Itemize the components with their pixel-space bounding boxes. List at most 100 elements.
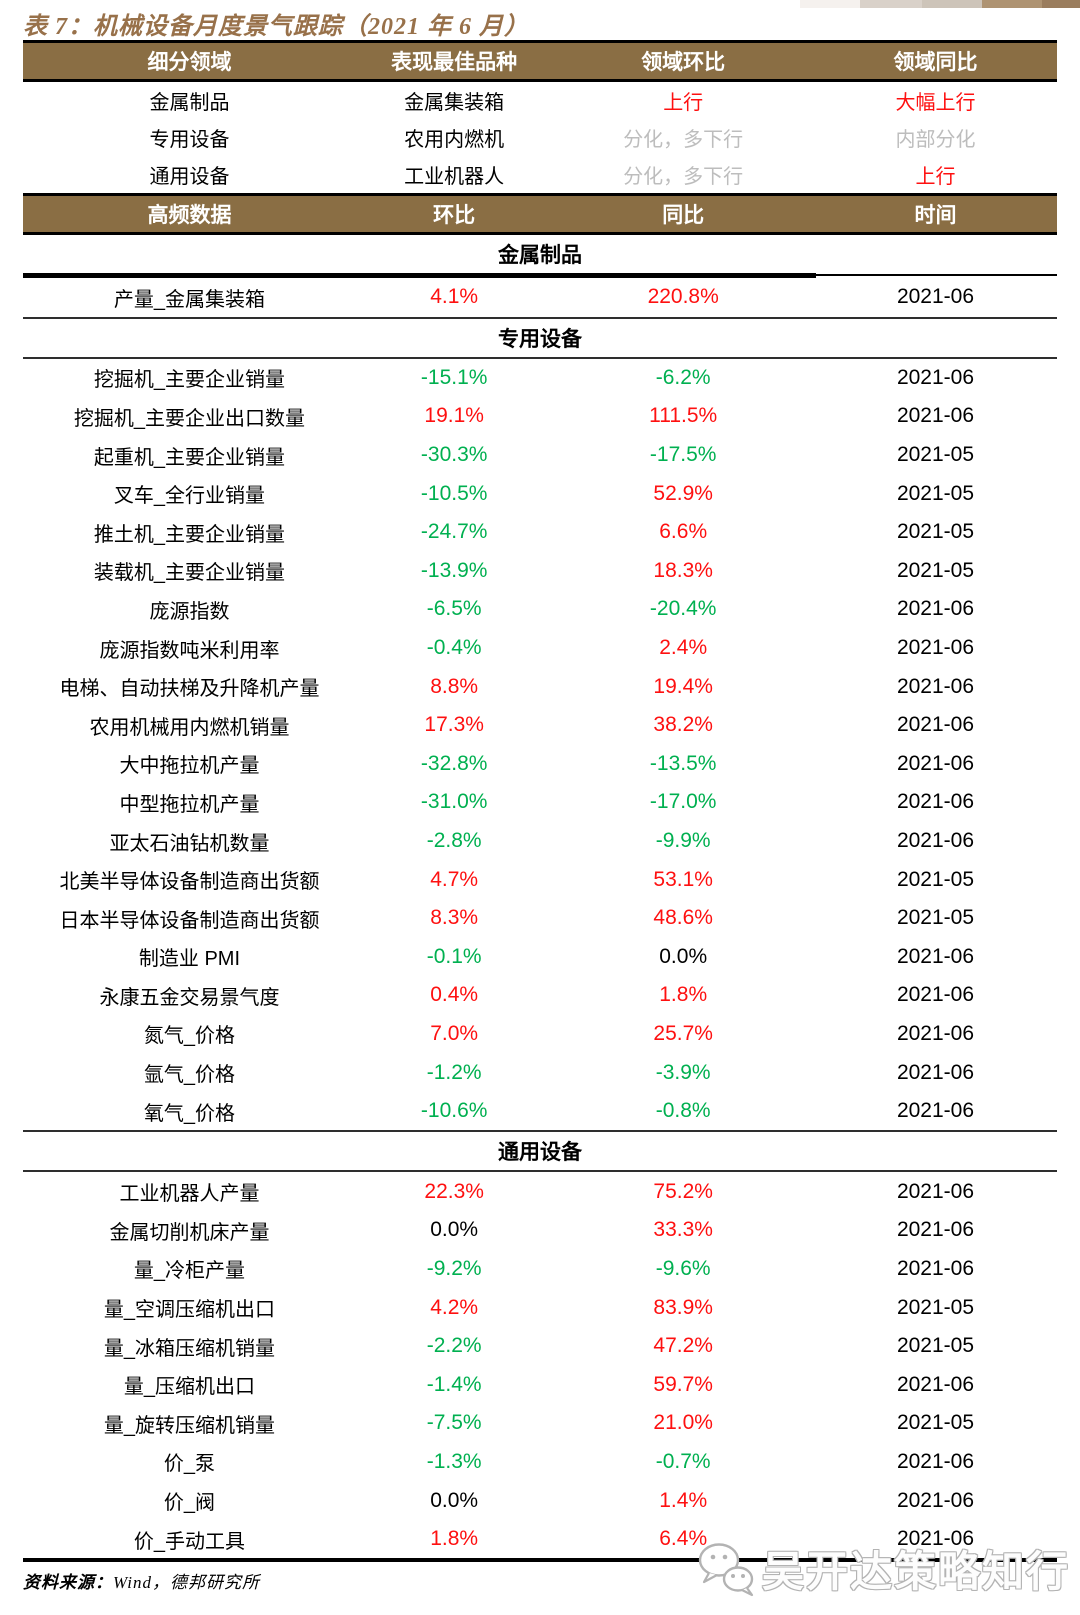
strip-segment [800, 0, 860, 8]
yoy-value: -9.6% [655, 1256, 711, 1280]
source-label: 资料来源： [23, 1573, 113, 1592]
summary-header-yoy: 领域同比 [893, 51, 978, 74]
summary-sector: 金属制品 [149, 92, 230, 114]
indicator-name: 制造业 PMI [138, 948, 241, 971]
data-row: 电梯、自动扶梯及升降机产量 8.8% 19.4% 2021-06 [23, 667, 1057, 706]
mom-value: 4.2% [430, 1295, 479, 1319]
divider-thick-right [816, 274, 1057, 276]
data-row: 日本半导体设备制造商出货额 8.3% 48.6% 2021-05 [23, 899, 1057, 938]
divider-thick-left [23, 273, 817, 278]
indicator-name: 氩气_价格 [143, 1064, 236, 1087]
data-row: 金属切削机床产量 0.0% 33.3% 2021-06 [23, 1211, 1057, 1250]
data-row: 量_压缩机出口 -1.4% 59.7% 2021-06 [23, 1365, 1057, 1404]
data-row: 制造业 PMI -0.1% 0.0% 2021-06 [23, 938, 1057, 977]
yoy-value: 111.5% [649, 404, 718, 428]
yoy-value: -9.9% [655, 829, 711, 853]
summary-best-product: 工业机器人 [404, 166, 505, 188]
data-row: 起重机_主要企业销量 -30.3% -17.5% 2021-05 [23, 436, 1057, 475]
yoy-value: -13.5% [649, 751, 717, 775]
mom-value: -24.7% [420, 520, 488, 544]
yoy-value: 59.7% [653, 1372, 713, 1396]
watermark: 吴开达策略知行 [696, 1538, 1070, 1599]
prosperity-table: 细分领域 表现最佳品种 领域环比 领域同比 金属制品 金属集装箱 上行 大幅上行 专用设… [23, 40, 1057, 1563]
indicator-name: 工业机器人产量 [119, 1183, 260, 1206]
data-row: 挖掘机_主要企业销量 -15.1% -6.2% 2021-06 [23, 359, 1057, 398]
indicator-name: 价_泵 [163, 1453, 216, 1476]
summary-sector: 专用设备 [149, 129, 230, 151]
mom-value: -2.8% [426, 829, 482, 853]
yoy-value: 33.3% [653, 1218, 713, 1242]
mom-value: -13.9% [420, 558, 488, 582]
yoy-value: 2.4% [659, 636, 708, 660]
detail-header-yoy: 同比 [662, 204, 705, 227]
data-row: 量_空调压缩机出口 4.2% 83.9% 2021-05 [23, 1288, 1057, 1327]
detail-header-date: 时间 [914, 204, 957, 227]
table-bottom-border [23, 1558, 1057, 1563]
strip-segment [1042, 0, 1080, 8]
date-value: 2021-05 [896, 867, 975, 891]
yoy-value: 48.6% [653, 906, 713, 930]
summary-best-product: 农用内燃机 [404, 129, 505, 151]
mom-value: 8.8% [430, 674, 479, 698]
mom-value: -1.4% [426, 1372, 482, 1396]
date-value: 2021-06 [896, 1179, 975, 1203]
indicator-name: 电梯、自动扶梯及升降机产量 [59, 678, 320, 701]
summary-mom-value: 分化，多下行 [623, 129, 744, 151]
yoy-value: 0.0% [659, 944, 708, 968]
yoy-value: 220.8% [647, 285, 719, 309]
data-row: 量_旋转压缩机销量 -7.5% 21.0% 2021-05 [23, 1404, 1057, 1443]
detail-header-row: 高频数据 环比 同比 时间 [23, 193, 1057, 235]
data-row: 量_冰箱压缩机销量 -2.2% 47.2% 2021-05 [23, 1327, 1057, 1366]
data-row: 北美半导体设备制造商出货额 4.7% 53.1% 2021-05 [23, 860, 1057, 899]
summary-header-best: 表现最佳品种 [391, 51, 518, 74]
mom-value: -1.2% [426, 1060, 482, 1084]
mom-value: -1.3% [426, 1449, 482, 1473]
date-value: 2021-06 [896, 1218, 975, 1242]
mom-value: -31.0% [420, 790, 488, 814]
mom-value: -0.4% [426, 636, 482, 660]
mom-value: -9.2% [426, 1256, 482, 1280]
data-row: 价_阀 0.0% 1.4% 2021-06 [23, 1481, 1057, 1520]
strip-segment [860, 0, 922, 8]
indicator-name: 农用机械用内燃机销量 [89, 716, 290, 739]
yoy-value: 25.7% [653, 1021, 713, 1045]
summary-yoy-value: 内部分化 [895, 129, 976, 151]
data-row: 工业机器人产量 22.3% 75.2% 2021-06 [23, 1172, 1057, 1211]
mom-value: 17.3% [424, 713, 484, 737]
indicator-name: 量_冰箱压缩机销量 [103, 1337, 276, 1360]
mom-value: 0.4% [430, 983, 479, 1007]
mom-value: -6.5% [426, 597, 482, 621]
summary-yoy-value: 大幅上行 [895, 92, 976, 114]
date-value: 2021-06 [896, 285, 975, 309]
mom-value: -7.5% [426, 1411, 482, 1435]
mom-value: 0.0% [430, 1218, 479, 1242]
date-value: 2021-06 [896, 404, 975, 428]
summary-row: 通用设备 工业机器人 分化，多下行 上行 [23, 156, 1057, 193]
section-divider-thick [23, 273, 1057, 278]
yoy-value: 1.4% [659, 1488, 708, 1512]
source-note: 资料来源：Wind，德邦研究所 [23, 1568, 260, 1593]
data-row: 氩气_价格 -1.2% -3.9% 2021-06 [23, 1053, 1057, 1092]
indicator-name: 庞源指数吨米利用率 [99, 639, 280, 662]
date-value: 2021-06 [896, 1488, 975, 1512]
table-title: 表 7：机械设备月度景气跟踪（2021 年 6 月） [23, 14, 529, 40]
date-value: 2021-06 [896, 944, 975, 968]
data-row: 挖掘机_主要企业出口数量 19.1% 111.5% 2021-06 [23, 397, 1057, 436]
section-header-1: 金属制品 [498, 244, 582, 267]
mom-value: 4.1% [430, 285, 479, 309]
date-value: 2021-06 [896, 1099, 975, 1123]
date-value: 2021-06 [896, 1060, 975, 1084]
data-row: 大中拖拉机产量 -32.8% -13.5% 2021-06 [23, 745, 1057, 784]
indicator-name: 量_压缩机出口 [123, 1376, 256, 1399]
yoy-value: 1.8% [659, 983, 708, 1007]
indicator-name: 推土机_主要企业销量 [93, 523, 286, 546]
data-row: 装载机_主要企业销量 -13.9% 18.3% 2021-05 [23, 552, 1057, 591]
data-row: 永康五金交易景气度 0.4% 1.8% 2021-06 [23, 976, 1057, 1015]
data-row: 氧气_价格 -10.6% -0.8% 2021-06 [23, 1092, 1057, 1131]
strip-segment [922, 0, 982, 8]
section-divider [23, 1170, 1057, 1173]
data-row: 氮气_价格 7.0% 25.7% 2021-06 [23, 1015, 1057, 1054]
source-text: Wind，德邦研究所 [113, 1573, 260, 1592]
data-row: 叉车_全行业销量 -10.5% 52.9% 2021-05 [23, 474, 1057, 513]
cropped-top-strip [800, 0, 1080, 8]
